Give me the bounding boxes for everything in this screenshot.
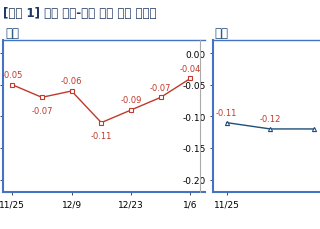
Text: -0.09: -0.09 <box>120 96 142 105</box>
Text: -0.06: -0.06 <box>61 77 82 86</box>
Text: -0.11: -0.11 <box>91 131 112 140</box>
Text: 전세: 전세 <box>215 27 229 40</box>
Text: [그림 1] 서울 매매-전세 주간 가격 변동률: [그림 1] 서울 매매-전세 주간 가격 변동률 <box>3 7 157 20</box>
Text: -0.07: -0.07 <box>31 106 52 115</box>
Text: -0.12: -0.12 <box>260 115 281 124</box>
Text: -0.05: -0.05 <box>1 71 23 80</box>
Text: 매매: 매매 <box>5 27 19 40</box>
Text: -0.07: -0.07 <box>150 83 172 92</box>
Text: -0.11: -0.11 <box>216 109 237 117</box>
Text: -0.04: -0.04 <box>180 64 201 73</box>
